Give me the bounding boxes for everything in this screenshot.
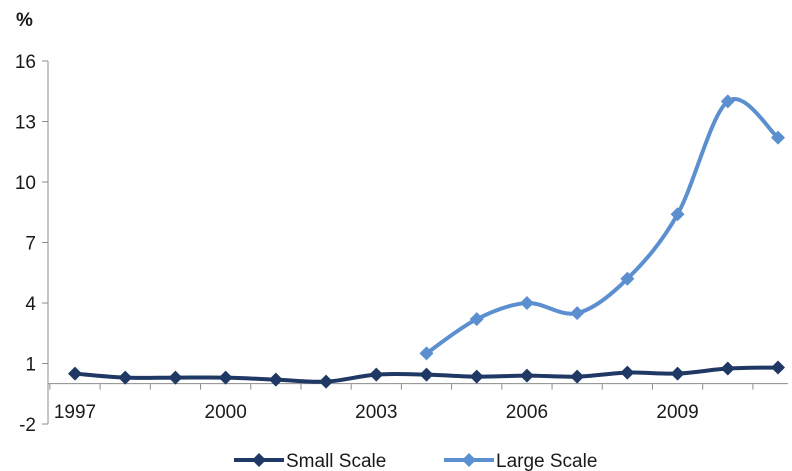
data-point-small-scale bbox=[68, 366, 82, 381]
series-small-scale bbox=[68, 360, 785, 389]
data-point-large-scale bbox=[670, 207, 685, 222]
series-layer bbox=[68, 94, 785, 389]
y-axis: -2 1 4 7 10 13 16 bbox=[15, 52, 49, 436]
x-tick-label: 1997 bbox=[54, 402, 96, 423]
data-point-large-scale bbox=[469, 312, 484, 327]
x-tick-label: 2006 bbox=[506, 402, 548, 423]
data-point-small-scale bbox=[620, 365, 635, 380]
data-point-large-scale bbox=[570, 306, 585, 321]
y-tick-label: -2 bbox=[19, 415, 36, 436]
legend-marker-large-scale bbox=[462, 453, 476, 467]
legend-marker-small-scale bbox=[252, 453, 266, 467]
data-point-small-scale bbox=[319, 374, 334, 389]
y-tick-label: 1 bbox=[25, 355, 36, 376]
data-point-small-scale bbox=[168, 370, 183, 385]
y-axis-unit-label: % bbox=[16, 10, 33, 31]
data-point-large-scale bbox=[620, 271, 635, 286]
data-point-small-scale bbox=[268, 372, 283, 387]
data-point-large-scale bbox=[720, 94, 735, 109]
y-tick-label: 10 bbox=[15, 173, 36, 194]
legend-item-large-scale: Large Scale bbox=[444, 451, 597, 471]
legend-label-large-scale: Large Scale bbox=[496, 451, 597, 471]
data-point-small-scale bbox=[519, 368, 534, 383]
data-point-small-scale bbox=[771, 360, 785, 375]
legend-label-small-scale: Small Scale bbox=[286, 451, 386, 471]
data-point-small-scale bbox=[419, 367, 434, 382]
data-point-large-scale bbox=[519, 296, 534, 310]
y-tick-label: 7 bbox=[25, 234, 36, 255]
legend: Small Scale Large Scale bbox=[234, 451, 597, 471]
x-axis: 1997 2000 2003 2006 2009 bbox=[48, 383, 788, 423]
x-tick-label: 2009 bbox=[656, 402, 698, 423]
data-point-small-scale bbox=[570, 369, 585, 384]
data-point-small-scale bbox=[218, 370, 233, 385]
y-tick-label: 4 bbox=[25, 294, 36, 315]
x-tick-label: 2000 bbox=[205, 402, 247, 423]
data-point-small-scale bbox=[369, 367, 384, 382]
y-tick-label: 16 bbox=[15, 52, 36, 73]
series-large-scale bbox=[419, 94, 785, 361]
x-tick-label: 2003 bbox=[355, 402, 397, 423]
data-point-small-scale bbox=[118, 370, 133, 385]
data-point-small-scale bbox=[670, 366, 685, 381]
data-point-small-scale bbox=[720, 361, 735, 376]
y-tick-label: 13 bbox=[15, 113, 36, 134]
data-point-small-scale bbox=[469, 369, 484, 384]
legend-item-small-scale: Small Scale bbox=[234, 451, 386, 471]
data-point-large-scale bbox=[419, 346, 434, 361]
data-point-large-scale bbox=[771, 130, 785, 145]
